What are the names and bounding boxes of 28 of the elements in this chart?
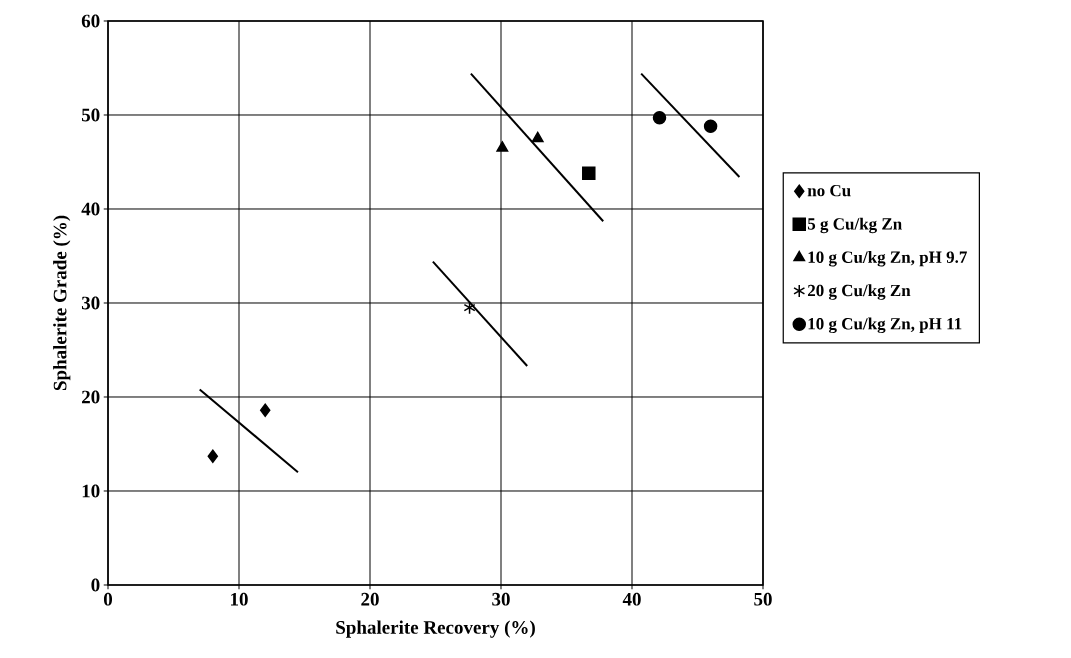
point [207, 449, 219, 463]
y-tick-label: 30 [81, 296, 100, 310]
y-tick-label: 20 [82, 390, 100, 404]
legend-label: 10 g Cu/kg Zn, pH 11 [808, 317, 962, 334]
x-tick-label: 20 [361, 592, 379, 606]
point [463, 300, 476, 315]
x-tick-label: 40 [622, 592, 641, 606]
x-tick-label: 10 [231, 592, 248, 606]
point [582, 166, 596, 181]
y-tick-label: 50 [81, 108, 100, 122]
legend-label: 5 g Cu/kg Zn [807, 217, 902, 234]
point [703, 119, 718, 134]
legend-label: 10 g Cu/kg Zn, pH 9.7 [808, 250, 967, 267]
y-tick-label: 10 [82, 484, 100, 498]
y-tick-label: 0 [91, 578, 100, 592]
x-tick-label: 50 [754, 592, 772, 606]
legend-label: 20 g Cu/kg Zn [807, 284, 911, 300]
point [496, 141, 509, 152]
y-axis-title: Sphalerite Grade (%) [53, 215, 71, 391]
y-tick-label: 40 [81, 202, 100, 216]
legend-label: no Cu [807, 184, 851, 197]
x-tick-label: 30 [492, 592, 510, 606]
y-tick-label: 60 [81, 14, 100, 28]
x-axis-title: Sphalerite Recovery (%) [336, 620, 535, 638]
x-tick-label: 0 [103, 592, 113, 606]
point [259, 403, 271, 417]
point [531, 131, 544, 143]
point [652, 111, 667, 125]
